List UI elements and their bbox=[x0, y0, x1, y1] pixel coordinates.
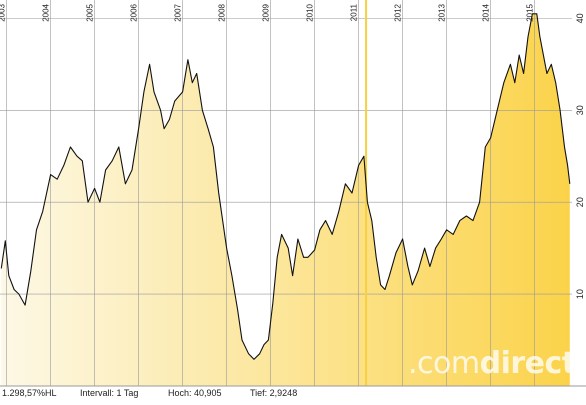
footer-high: Hoch: 40,905 bbox=[168, 388, 222, 398]
footer-low: Tief: 2,9248 bbox=[250, 388, 298, 398]
y-tick-label-30: 30 bbox=[575, 105, 585, 115]
price-line bbox=[0, 13, 571, 360]
x-tick-label-2012: 2012 bbox=[394, 3, 403, 21]
x-tick-label-2011: 2011 bbox=[350, 3, 359, 21]
x-tick-label-2014: 2014 bbox=[482, 3, 491, 21]
horizontal-gridlines bbox=[0, 18, 572, 295]
logo-suffix: direct bbox=[479, 346, 577, 381]
x-tick-label-2004: 2004 bbox=[42, 3, 51, 21]
x-tick-label-2007: 2007 bbox=[174, 3, 183, 21]
x-tick-label-2009: 2009 bbox=[262, 3, 271, 21]
footer-interval: Intervall: 1 Tag bbox=[80, 388, 139, 398]
x-axis-labels: 2003 2004 2005 2006 2007 2008 2009 2010 2011 2012… bbox=[0, 3, 535, 21]
comdirect-logo: .comdirect bbox=[408, 346, 576, 381]
footer-change: 1.298,57%HL bbox=[2, 388, 57, 398]
chart-footer: 1.298,57%HL Intervall: 1 Tag Hoch: 40,90… bbox=[0, 386, 586, 400]
price-area bbox=[1, 13, 570, 387]
x-tick-label-2005: 2005 bbox=[86, 3, 95, 21]
logo-prefix: .com bbox=[408, 346, 480, 381]
vertical-gridlines bbox=[6, 0, 535, 386]
x-tick-label-2013: 2013 bbox=[438, 3, 447, 21]
y-axis-labels: 10 20 30 40 bbox=[575, 13, 585, 299]
y-tick-label-40: 40 bbox=[575, 13, 585, 23]
x-tick-label-2015: 2015 bbox=[526, 3, 535, 21]
x-tick-label-2003: 2003 bbox=[0, 3, 7, 21]
x-tick-label-2006: 2006 bbox=[130, 3, 139, 21]
x-tick-label-2010: 2010 bbox=[306, 3, 315, 21]
y-tick-label-10: 10 bbox=[575, 289, 585, 299]
x-tick-label-2008: 2008 bbox=[218, 3, 227, 21]
y-tick-label-20: 20 bbox=[575, 197, 585, 207]
